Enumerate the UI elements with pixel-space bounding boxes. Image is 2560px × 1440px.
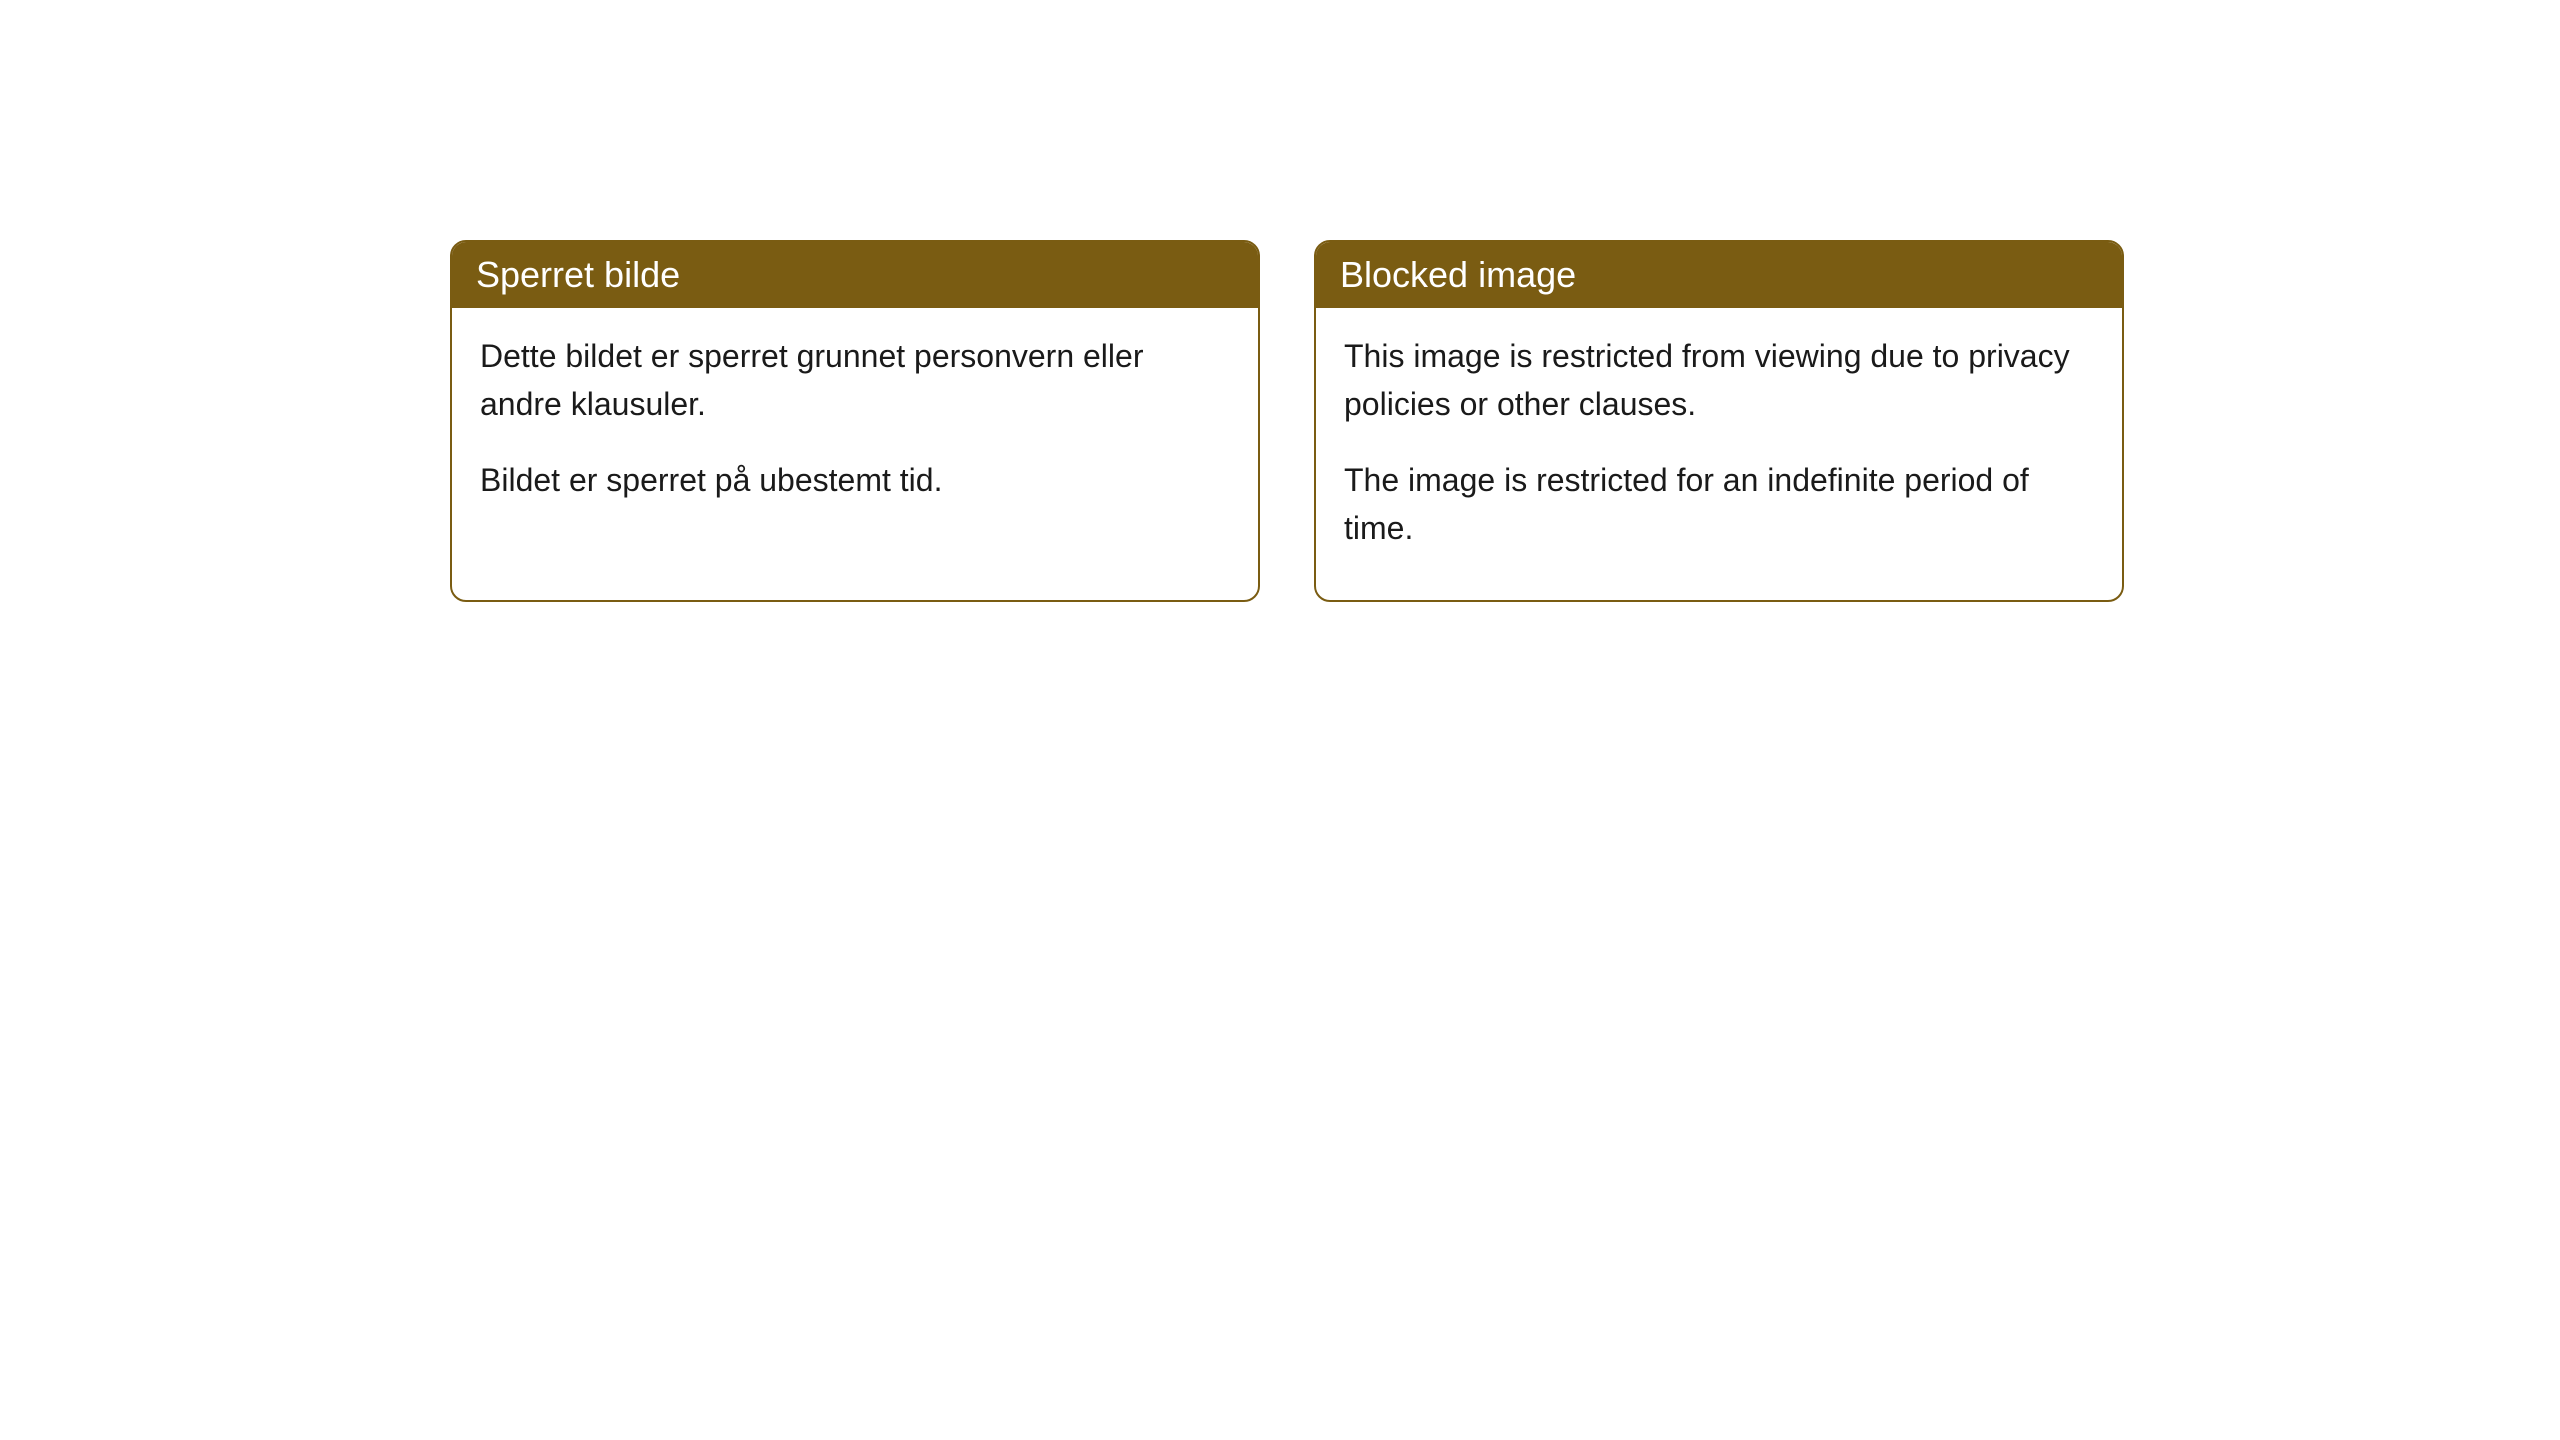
cards-container: Sperret bilde Dette bildet er sperret gr… (450, 240, 2124, 602)
card-paragraph: Dette bildet er sperret grunnet personve… (480, 332, 1230, 428)
card-body-norwegian: Dette bildet er sperret grunnet personve… (452, 308, 1258, 552)
card-header-english: Blocked image (1316, 242, 2122, 308)
card-norwegian: Sperret bilde Dette bildet er sperret gr… (450, 240, 1260, 602)
card-paragraph: Bildet er sperret på ubestemt tid. (480, 456, 1230, 504)
card-paragraph: The image is restricted for an indefinit… (1344, 456, 2094, 552)
card-title: Sperret bilde (476, 254, 680, 295)
card-body-english: This image is restricted from viewing du… (1316, 308, 2122, 600)
card-header-norwegian: Sperret bilde (452, 242, 1258, 308)
card-english: Blocked image This image is restricted f… (1314, 240, 2124, 602)
card-paragraph: This image is restricted from viewing du… (1344, 332, 2094, 428)
card-title: Blocked image (1340, 254, 1576, 295)
